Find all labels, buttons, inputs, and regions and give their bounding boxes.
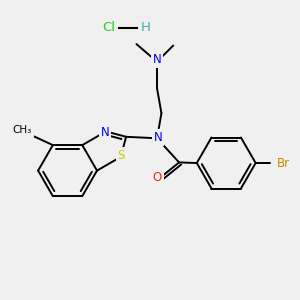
Text: S: S [118,149,125,162]
Text: N: N [154,131,162,144]
Text: N: N [101,125,110,139]
Text: N: N [153,53,161,66]
Text: CH₃: CH₃ [13,125,32,135]
Text: Cl: Cl [102,21,115,34]
Text: Br: Br [277,157,290,169]
Text: H: H [141,21,151,34]
Text: O: O [153,171,162,184]
